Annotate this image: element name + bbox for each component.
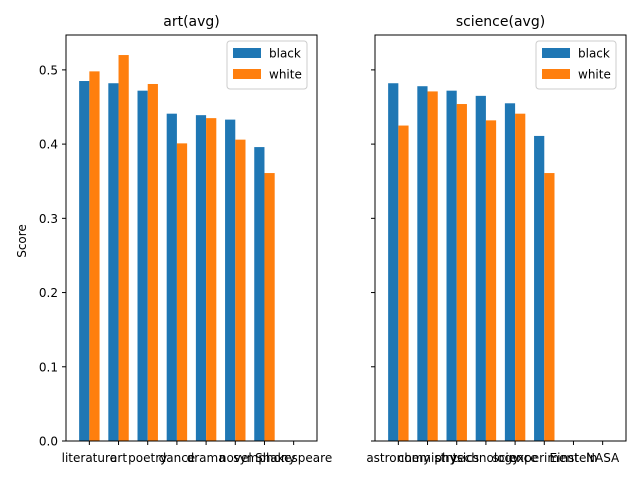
legend-swatch-black bbox=[233, 48, 261, 58]
bar-marks bbox=[388, 83, 555, 442]
bar-black bbox=[534, 135, 545, 441]
bar-black bbox=[225, 119, 236, 442]
axes-frame bbox=[65, 34, 318, 442]
bar-black bbox=[137, 90, 148, 442]
y-tick-label: 0.5 bbox=[39, 63, 58, 77]
bar-marks bbox=[79, 55, 275, 442]
bar-black bbox=[195, 115, 207, 441]
chart-title: art(avg) bbox=[163, 14, 220, 30]
legend-label-black: black bbox=[578, 47, 610, 61]
y-tick-label: 0.2 bbox=[39, 286, 58, 300]
legend-label-black: black bbox=[269, 47, 301, 61]
science-avg-subplot: science(avg) astronomychemistryphysicste… bbox=[366, 14, 627, 465]
x-tick-label: astronomy bbox=[366, 451, 430, 465]
bar-white bbox=[235, 139, 246, 441]
bar-white bbox=[118, 55, 129, 441]
bar-white bbox=[147, 83, 158, 442]
x-tick-label: Shakespeare bbox=[255, 451, 332, 465]
y-tick-label: 0.0 bbox=[39, 435, 58, 449]
x-tick-label: symphony bbox=[233, 451, 295, 465]
bar-black bbox=[388, 83, 399, 442]
y-tick-label: 0.4 bbox=[39, 138, 58, 152]
x-tick-label: dance bbox=[159, 451, 196, 465]
chart-title: science(avg) bbox=[456, 14, 545, 30]
y-axis-label: Score bbox=[15, 224, 29, 258]
bar-white bbox=[515, 113, 526, 442]
bar-white bbox=[456, 104, 467, 441]
x-tick-label: chemistry bbox=[398, 451, 458, 465]
bar-black bbox=[417, 86, 428, 442]
bar-black bbox=[108, 83, 119, 442]
x-tick-label: novel bbox=[219, 451, 252, 465]
x-tick-label: art bbox=[110, 451, 127, 465]
bar-white bbox=[89, 71, 100, 442]
legend-swatch-white bbox=[542, 69, 570, 79]
bar-black bbox=[166, 113, 177, 442]
bar-white bbox=[176, 143, 188, 441]
legend: black white bbox=[226, 40, 308, 90]
bar-white bbox=[427, 91, 438, 441]
legend: black white bbox=[535, 40, 617, 90]
legend-label-white: white bbox=[269, 68, 302, 82]
bar-black bbox=[475, 95, 486, 442]
bar-white bbox=[206, 118, 217, 441]
y-tick-label: 0.3 bbox=[39, 212, 58, 226]
bar-black bbox=[254, 147, 265, 441]
x-tick-label: science bbox=[493, 451, 538, 465]
bar-white bbox=[398, 125, 409, 442]
x-tick-label: drama bbox=[187, 451, 226, 465]
axes-frame bbox=[374, 34, 627, 442]
bar-white bbox=[485, 120, 497, 442]
x-tick-label: literature bbox=[62, 451, 117, 465]
bar-white bbox=[264, 173, 275, 442]
axis-ticks: astronomychemistryphysicstechnologyscien… bbox=[366, 69, 620, 465]
x-tick-label: physics bbox=[434, 451, 479, 465]
bar-white bbox=[544, 173, 555, 442]
x-tick-label: NASA bbox=[586, 451, 620, 465]
x-tick-label: Einstein bbox=[550, 451, 598, 465]
bar-black bbox=[79, 81, 90, 442]
x-tick-label: technology bbox=[453, 451, 520, 465]
legend-swatch-black bbox=[542, 48, 570, 58]
bar-black bbox=[504, 103, 516, 441]
x-tick-label: poetry bbox=[128, 451, 167, 465]
y-tick-label: 0.1 bbox=[39, 360, 58, 374]
bar-black bbox=[446, 90, 457, 442]
legend-swatch-white bbox=[233, 69, 261, 79]
x-tick-label: experiment bbox=[510, 451, 579, 465]
legend-label-white: white bbox=[578, 68, 611, 82]
